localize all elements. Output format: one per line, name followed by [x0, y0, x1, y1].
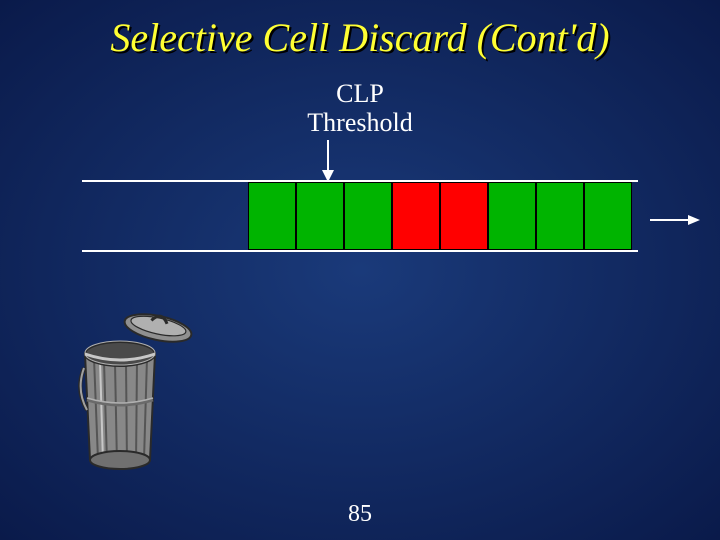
threshold-label-line1: CLP: [336, 79, 384, 108]
slide-title: Selective Cell Discard (Cont'd): [0, 14, 720, 61]
queue-cell: [392, 182, 440, 250]
threshold-label: CLP Threshold: [0, 80, 720, 137]
queue-bottom-border: [82, 250, 638, 252]
queue-cell: [296, 182, 344, 250]
queue-cell: [440, 182, 488, 250]
queue-cell: [488, 182, 536, 250]
queue-cells: [248, 182, 632, 250]
page-number: 85: [0, 501, 720, 528]
queue-cell: [248, 182, 296, 250]
queue-cell: [584, 182, 632, 250]
queue-container: [82, 180, 638, 252]
output-arrow-icon: [650, 213, 700, 227]
queue-cell: [344, 182, 392, 250]
threshold-arrow-icon: [318, 140, 338, 182]
threshold-label-line2: Threshold: [307, 108, 412, 137]
trash-can-icon: [70, 310, 200, 480]
queue-cell: [536, 182, 584, 250]
